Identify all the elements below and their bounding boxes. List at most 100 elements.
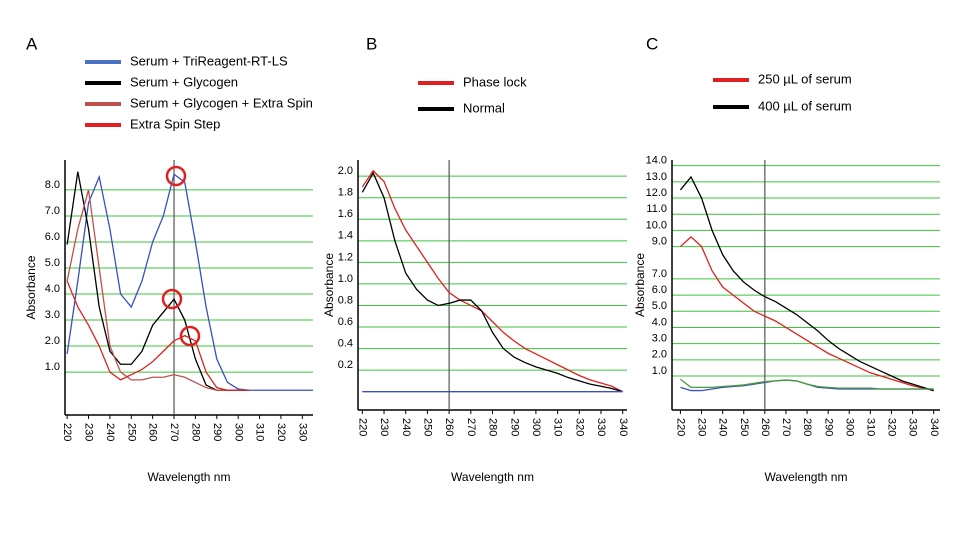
y-tick-label: 1.2 [338,251,353,263]
x-tick-label: 310 [254,423,266,441]
x-tick-label: 230 [83,423,95,441]
y-tick-label: 3.0 [652,333,667,345]
x-tick-label: 270 [465,418,477,436]
series-line [66,189,249,391]
y-tick-label: 13.0 [646,171,667,183]
y-tick-label: 7.0 [652,268,667,280]
x-tick-label: 300 [530,418,542,436]
x-tick-label: 230 [696,418,708,436]
legend-label: Phase lock [463,74,527,89]
panel-label: B [366,34,377,53]
x-tick-label: 240 [717,418,729,436]
x-tick-label: 340 [928,418,940,436]
x-tick-label: 330 [907,418,919,436]
x-tick-label: 300 [232,423,244,441]
panel-label: C [646,34,658,53]
y-tick-label: 10.0 [646,219,667,231]
x-tick-label: 240 [104,423,116,441]
series-line [66,171,249,391]
y-tick-label: 5.0 [45,257,60,269]
x-tick-label: 280 [801,418,813,436]
highlight-circle [179,325,201,347]
x-tick-label: 220 [61,423,73,441]
x-tick-label: 240 [400,418,412,436]
x-tick-label: 250 [422,418,434,436]
y-tick-label: 14.0 [646,155,667,167]
x-tick-label: 250 [738,418,750,436]
y-tick-label: 1.6 [338,208,353,220]
x-tick-label: 310 [552,418,564,436]
series-line [679,175,934,392]
y-tick-label: 9.0 [652,235,667,247]
x-tick-label: 220 [675,418,687,436]
x-tick-label: 330 [595,418,607,436]
panel-label: A [26,34,38,53]
x-tick-label: 290 [211,423,223,441]
x-tick-label: 340 [617,418,629,436]
x-tick-label: 260 [759,418,771,436]
charts: A 1.0 2.0 3.0 4.0 5.0 6.0 7.0 8.0 220 230 240 250 260… [24,34,940,484]
y-tick-label: 7.0 [45,205,60,217]
legend-label: Extra Spin Step [130,116,220,131]
highlight-circle [161,288,183,310]
x-tick-label: 280 [487,418,499,436]
series-line [66,280,249,391]
y-axis-label: Absorbance [633,253,647,317]
x-tick-label: 260 [147,423,159,441]
legend-label: Serum + Glycogen [130,74,238,89]
y-tick-label: 6.0 [45,231,60,243]
y-tick-label: 1.0 [652,365,667,377]
series-line [361,169,623,393]
x-tick-label: 280 [190,423,202,441]
y-tick-label: 3.0 [45,309,60,321]
x-tick-label: 270 [780,418,792,436]
x-tick-label: 320 [886,418,898,436]
x-tick-label: 320 [275,423,287,441]
series-line [361,171,623,393]
y-tick-label: 0.6 [338,316,353,328]
y-tick-label: 2.0 [45,335,60,347]
y-tick-label: 2.0 [652,349,667,361]
y-tick-label: 2.0 [338,165,353,177]
x-axis-label: Wavelength nm [765,470,848,484]
legend-label: 400 µL of serum [758,98,852,113]
y-tick-label: 8.0 [45,179,60,191]
y-tick-label: 1.4 [338,230,353,242]
x-tick-label: 270 [168,423,180,441]
legend-label: Serum + Glycogen + Extra Spin [130,95,313,110]
legend-label: Serum + TriReagent-RT-LS [130,53,288,68]
legend-label: 250 µL of serum [758,71,852,86]
y-axis-label: Absorbance [322,253,336,317]
x-tick-label: 310 [864,418,876,436]
x-tick-label: 250 [125,423,137,441]
legend-label: Normal [463,100,505,115]
series-line [66,173,313,391]
x-tick-label: 230 [378,418,390,436]
y-tick-label: 4.0 [45,283,60,295]
y-tick-label: 1.0 [45,361,60,373]
x-tick-label: 290 [822,418,834,436]
y-tick-label: 12.0 [646,187,667,199]
x-tick-label: 300 [843,418,855,436]
x-tick-label: 330 [296,423,308,441]
y-tick-label: 0.2 [338,359,353,371]
x-tick-label: 220 [356,418,368,436]
x-axis-label: Wavelength nm [451,470,534,484]
y-tick-label: 5.0 [652,300,667,312]
series-line [680,378,934,390]
y-tick-label: 11.0 [646,203,667,215]
x-axis-label: Wavelength nm [148,470,231,484]
y-tick-label: 1.8 [338,187,353,199]
y-tick-label: 6.0 [652,284,667,296]
y-tick-label: 4.0 [652,316,667,328]
y-tick-label: 0.4 [338,337,353,349]
x-tick-label: 320 [573,418,585,436]
y-axis-label: Absorbance [24,255,38,319]
series-line [680,235,934,392]
y-tick-label: 0.8 [338,294,353,306]
x-tick-label: 260 [443,418,455,436]
y-tick-label: 1.0 [338,273,353,285]
x-tick-label: 290 [508,418,520,436]
